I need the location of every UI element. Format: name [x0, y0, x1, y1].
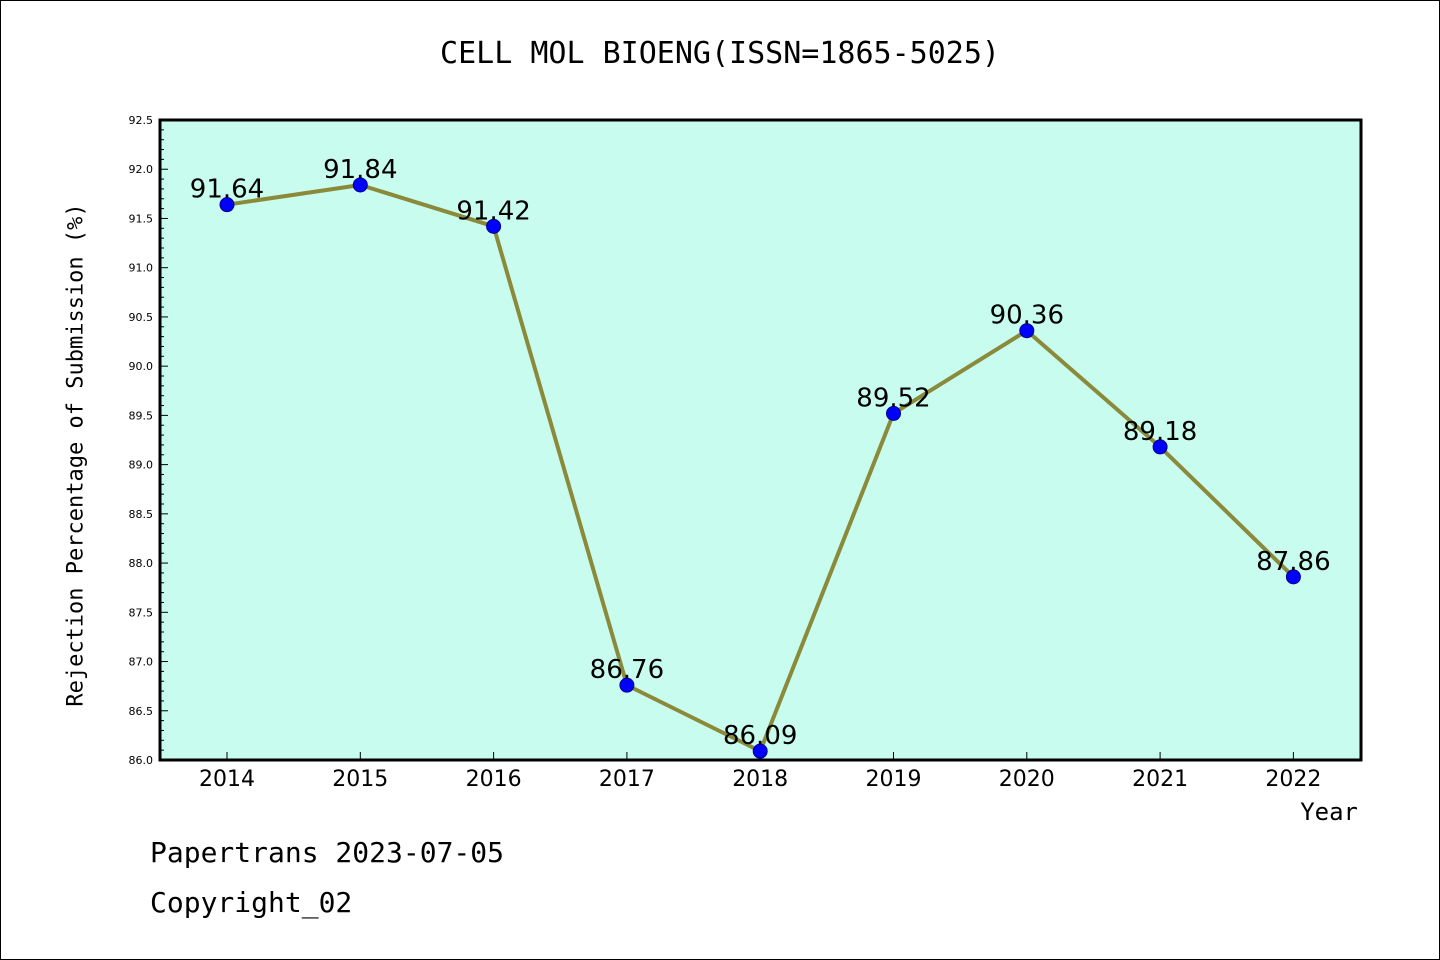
y-tick-label: 89.0 [129, 459, 154, 472]
data-label: 86.09 [723, 721, 797, 751]
data-label: 89.52 [856, 383, 930, 413]
footer-copyright: Copyright_02 [150, 886, 353, 919]
y-tick-label: 87.5 [129, 606, 154, 619]
chart-title: CELL MOL BIOENG(ISSN=1865-5025) [440, 36, 1000, 71]
x-tick-label: 2015 [332, 767, 388, 792]
x-tick-label: 2014 [199, 767, 255, 792]
data-point [486, 218, 502, 234]
data-label: 90.36 [990, 301, 1064, 331]
data-point [619, 677, 635, 693]
y-tick-label: 92.5 [129, 114, 154, 127]
x-tick-label: 2017 [599, 767, 655, 792]
data-point [886, 405, 901, 421]
y-tick-label: 90.5 [129, 311, 154, 324]
x-tick-label: 2019 [866, 767, 922, 792]
data-point [1285, 569, 1301, 585]
data-label: 91.64 [190, 175, 264, 205]
data-point [1019, 323, 1035, 339]
y-tick-label: 87.0 [129, 656, 154, 669]
data-point [1152, 439, 1168, 455]
plot-border [158, 118, 1363, 762]
data-point [752, 743, 768, 759]
x-tick-label: 2022 [1265, 767, 1321, 792]
y-tick-label: 92.0 [129, 163, 154, 176]
y-tick-label: 91.0 [129, 262, 154, 275]
y-tick-label: 88.5 [129, 508, 154, 521]
y-tick-label: 88.0 [129, 557, 154, 570]
x-tick-label: 2021 [1132, 767, 1188, 792]
y-tick-label: 89.5 [129, 409, 154, 422]
data-label: 86.76 [590, 655, 664, 685]
y-tick-label: 86.5 [129, 705, 154, 718]
footer-date: Papertrans 2023-07-05 [150, 836, 505, 869]
data-label: 91.84 [323, 155, 397, 185]
data-label: 87.86 [1256, 547, 1330, 577]
y-tick-label: 90.0 [129, 360, 154, 373]
data-label: 89.18 [1123, 417, 1197, 447]
x-tick-label: 2020 [999, 767, 1055, 792]
y-tick-label: 91.5 [129, 212, 154, 225]
x-axis-label: Year [1300, 798, 1358, 826]
x-tick-label: 2016 [466, 767, 522, 792]
x-tick-label: 2018 [732, 767, 788, 792]
y-tick-label: 86.0 [129, 754, 154, 767]
data-label: 91.42 [456, 196, 530, 226]
data-point [352, 177, 368, 193]
data-point [219, 197, 235, 213]
